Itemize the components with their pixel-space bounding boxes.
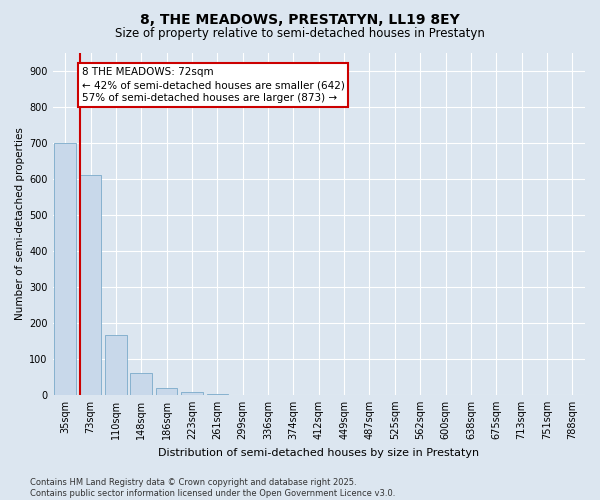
Text: 8, THE MEADOWS, PRESTATYN, LL19 8EY: 8, THE MEADOWS, PRESTATYN, LL19 8EY <box>140 12 460 26</box>
Bar <box>206 394 228 395</box>
Text: 8 THE MEADOWS: 72sqm
← 42% of semi-detached houses are smaller (642)
57% of semi: 8 THE MEADOWS: 72sqm ← 42% of semi-detac… <box>82 67 344 104</box>
Bar <box>55 142 76 395</box>
Y-axis label: Number of semi-detached properties: Number of semi-detached properties <box>15 127 25 320</box>
X-axis label: Distribution of semi-detached houses by size in Prestatyn: Distribution of semi-detached houses by … <box>158 448 479 458</box>
Bar <box>105 336 127 395</box>
Bar <box>156 388 178 395</box>
Bar <box>130 373 152 395</box>
Bar <box>181 392 203 395</box>
Text: Contains HM Land Registry data © Crown copyright and database right 2025.
Contai: Contains HM Land Registry data © Crown c… <box>30 478 395 498</box>
Text: Size of property relative to semi-detached houses in Prestatyn: Size of property relative to semi-detach… <box>115 28 485 40</box>
Bar <box>80 175 101 395</box>
